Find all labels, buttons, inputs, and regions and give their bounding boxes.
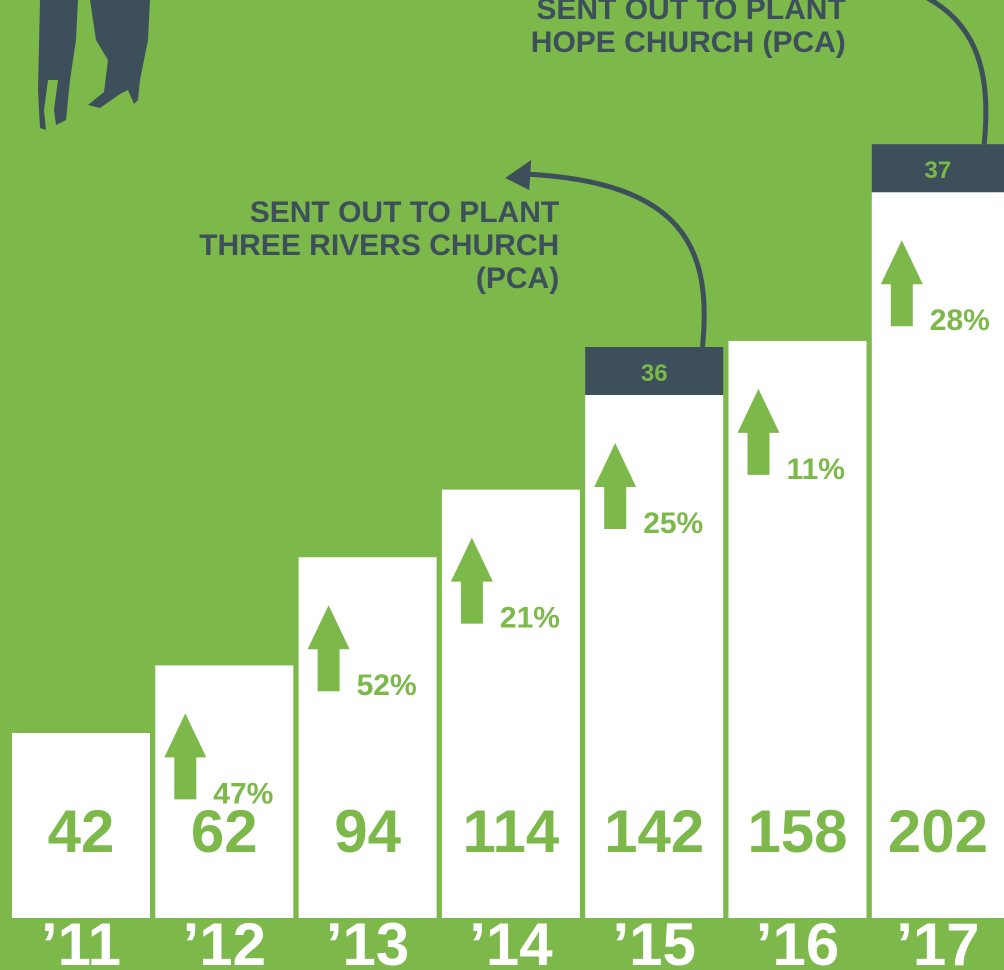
annotation: THREE RIVERS CHURCH [199,229,559,262]
year-label: ’17 [896,911,979,970]
growth-label: 28% [930,304,990,337]
bar-value: 158 [747,798,847,865]
chart: 42’1162’1247%94’1352%114’1421%142’1525%3… [0,0,1004,970]
year-label: ’13 [326,911,409,970]
growth-label: 52% [357,669,417,702]
annotation: SENT OUT TO PLANT [536,0,845,26]
year-label: ’16 [756,911,839,970]
growth-label: 47% [213,777,273,810]
bar-value: 94 [334,798,401,865]
year-label: ’14 [469,911,553,970]
sent-out-count: 37 [925,157,952,184]
annotation: (PCA) [476,262,559,295]
bar-value: 114 [463,798,560,865]
growth-label: 11% [787,453,845,486]
bar-value: 202 [888,798,988,865]
growth-label: 21% [500,602,560,635]
bar-value: 142 [604,798,704,865]
annotation: SENT OUT TO PLANT [250,196,559,229]
year-label: ’12 [183,911,266,970]
page: {"chart_data": {"type": "bar", "categori… [0,0,1004,970]
annotation: HOPE CHURCH (PCA) [531,26,846,59]
bar-value: 42 [48,798,115,865]
year-label: ’15 [612,911,695,970]
growth-label: 25% [643,507,703,540]
sent-out-count: 36 [641,360,668,387]
year-label: ’11 [41,911,121,970]
